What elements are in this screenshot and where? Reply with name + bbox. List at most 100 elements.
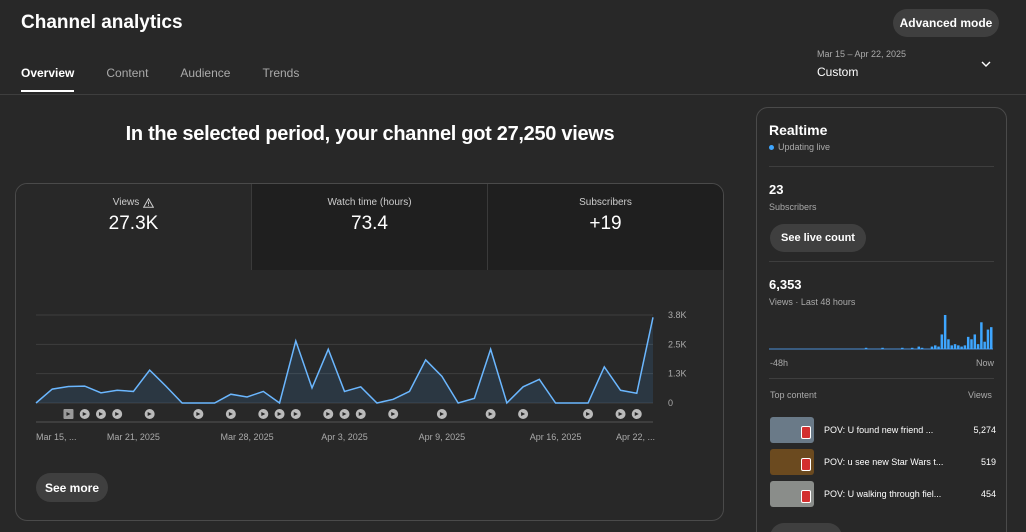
live-dot-icon [769, 144, 774, 150]
video-marker-icon[interactable] [339, 409, 350, 419]
video-marker-icon[interactable] [485, 409, 496, 419]
tab-divider [0, 94, 1026, 95]
video-marker-icon[interactable] [79, 409, 90, 419]
video-marker-icon[interactable] [112, 409, 123, 419]
x-tick-label: Apr 16, 2025 [530, 432, 582, 442]
video-marker-icon[interactable] [436, 409, 447, 419]
metric-value: 73.4 [351, 213, 388, 234]
summary-headline: In the selected period, your channel got… [125, 123, 615, 145]
top-content-item[interactable]: POV: u see new Star Wars t... 519 [770, 449, 996, 475]
realtime-bar [934, 345, 937, 349]
realtime-bar [957, 345, 960, 349]
metric-value: 27.3K [108, 213, 159, 234]
realtime-bar [980, 322, 983, 349]
video-marker-icon[interactable] [631, 409, 642, 419]
video-views: 454 [980, 489, 996, 499]
see-live-count-button[interactable]: See live count [770, 224, 866, 252]
realtime-bar [864, 347, 868, 349]
chevron-down-icon[interactable] [980, 58, 992, 70]
realtime-status-text: Updating live [778, 142, 831, 152]
date-range-picker[interactable]: Mar 15 – Apr 22, 2025 Custom [817, 49, 906, 79]
realtime-bar [973, 334, 977, 349]
realtime-bar [960, 346, 963, 349]
divider [769, 378, 994, 379]
video-title: POV: U found new friend ... [824, 425, 934, 435]
video-marker-icon[interactable] [615, 409, 626, 419]
tab-overview[interactable]: Overview [21, 66, 75, 92]
realtime-views-label: Views · Last 48 hours [769, 297, 856, 307]
x-tick-label: Mar 21, 2025 [107, 432, 160, 442]
see-more-button[interactable]: See more [36, 473, 108, 502]
y-tick-label: 2.5K [668, 339, 687, 349]
shorts-icon [801, 458, 811, 471]
metric-label: Views [112, 197, 140, 208]
date-range-mode: Custom [817, 65, 859, 79]
divider [769, 166, 994, 167]
metric-watch-time[interactable]: Watch time (hours) 73.4 [251, 184, 487, 270]
video-marker-icon[interactable] [323, 409, 334, 419]
tab-trends[interactable]: Trends [262, 66, 300, 80]
x-tick-label: Mar 28, 2025 [221, 432, 274, 442]
realtime-bar [976, 344, 980, 349]
video-marker-icon[interactable] [518, 409, 529, 419]
y-tick-label: 1.3K [668, 369, 687, 379]
metric-tabs: Views 27.3K Watch time (hours) 73.4 Subs… [16, 184, 723, 270]
top-content-heading: Top content [770, 390, 817, 400]
shorts-icon [801, 490, 811, 503]
realtime-bar [881, 347, 884, 349]
go-to-report-button[interactable] [770, 523, 842, 532]
realtime-bar [950, 345, 953, 349]
realtime-bar [966, 336, 970, 349]
metric-label: Watch time (hours) [327, 197, 412, 208]
video-marker-icon[interactable] [388, 409, 399, 419]
top-content-views-heading: Views [968, 390, 992, 400]
realtime-bar [953, 344, 957, 349]
metric-value: +19 [589, 213, 622, 234]
realtime-bar [970, 339, 973, 349]
shorts-icon [801, 426, 811, 439]
x-tick-label: Apr 3, 2025 [321, 432, 368, 442]
realtime-bar [901, 347, 904, 349]
realtime-bar [990, 327, 993, 349]
tab-audience[interactable]: Audience [180, 66, 231, 80]
video-thumbnail [770, 449, 814, 475]
metric-views[interactable]: Views 27.3K [16, 184, 251, 270]
video-marker-icon[interactable] [95, 409, 106, 419]
views-chart: 0 1.3K 2.5K 3.8K Mar 15, ... Mar 21, 2025 Mar … [35, 310, 687, 442]
realtime-subscribers-label: Subscribers [769, 202, 817, 212]
video-marker-icon[interactable] [225, 409, 236, 419]
overview-chart-card: Views 27.3K Watch time (hours) 73.4 Subs… [15, 183, 724, 521]
tab-content[interactable]: Content [106, 66, 149, 80]
video-marker-icon[interactable] [193, 409, 204, 419]
realtime-bar [963, 345, 967, 349]
video-marker-icon[interactable] [144, 409, 155, 419]
realtime-title: Realtime [769, 122, 828, 138]
x-tick-label: Apr 22, ... [616, 432, 655, 442]
realtime-bar [947, 339, 950, 349]
video-marker-icon[interactable] [355, 409, 366, 419]
realtime-axis-start: -48h [770, 358, 789, 368]
page-title: Channel analytics [21, 12, 183, 33]
realtime-bar [920, 347, 924, 349]
warning-icon[interactable] [143, 197, 155, 208]
metric-label: Subscribers [579, 197, 632, 208]
video-marker-icon[interactable] [274, 409, 285, 419]
realtime-axis-end: Now [976, 358, 995, 368]
realtime-bar [986, 329, 990, 349]
video-marker-icon[interactable] [258, 409, 269, 419]
advanced-mode-button[interactable]: Advanced mode [893, 9, 999, 37]
x-tick-label: Mar 15, ... [36, 432, 77, 442]
realtime-bar [917, 346, 921, 349]
series-line [35, 317, 654, 405]
video-thumbnail [770, 417, 814, 443]
tab-bar: Overview Content Audience Trends [21, 66, 331, 92]
metric-subscribers[interactable]: Subscribers +19 [487, 184, 723, 270]
video-marker-icon[interactable] [63, 409, 74, 419]
y-tick-label: 3.8K [668, 310, 687, 320]
realtime-bar [943, 315, 947, 349]
video-marker-icon[interactable] [290, 409, 301, 419]
video-marker-icon[interactable] [583, 409, 594, 419]
top-content-item[interactable]: POV: U walking through fiel... 454 [770, 481, 996, 507]
top-content-item[interactable]: POV: U found new friend ... 5,274 [770, 417, 996, 443]
realtime-bar [940, 334, 944, 349]
